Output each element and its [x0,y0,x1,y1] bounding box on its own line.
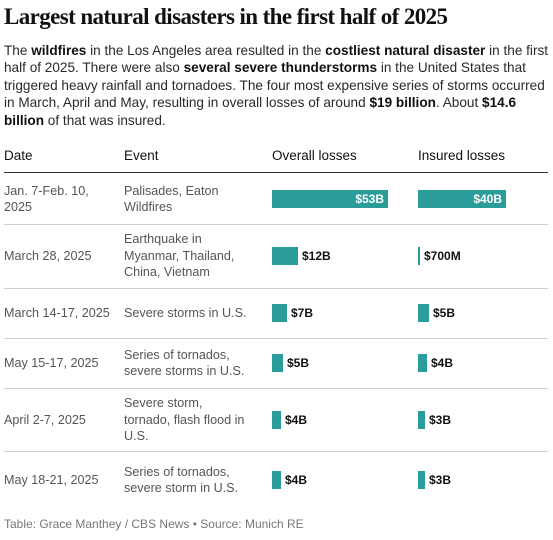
intro-highlight: costliest natural disaster [325,43,486,58]
row-event: Series of tornados, severe storm in U.S. [124,464,239,496]
overall-losses-bar [272,304,287,322]
row-date: May 18-21, 2025 [4,472,99,487]
insured-losses-value-label: $40B [473,192,502,206]
insured-losses-value-label: $3B [429,473,452,487]
overall-losses-bar [272,471,281,489]
intro-segment: of that was insured. [44,112,166,128]
overall-losses-value-label: $12B [302,249,331,263]
overall-losses-value-label: $53B [355,192,384,206]
intro-highlight: wildfires [31,43,87,58]
row-divider [4,388,548,389]
insured-losses-bar [418,304,429,322]
overall-losses-bar [272,247,298,265]
intro-highlight: several severe thunderstorms [183,60,378,76]
overall-losses-value-label: $7B [291,306,314,320]
intro-highlight: $19 billion [369,95,436,111]
row-event: Earthquake in Myanmar, Thailand, China, … [124,232,235,279]
header-overall-losses: Overall losses [272,148,357,163]
header-event: Event [124,148,159,163]
intro-text: The wildfires in the Los Angeles area re… [4,42,549,129]
row-event: Severe storm, tornado, flash flood in U.… [124,396,245,443]
row-date: May 15-17, 2025 [4,355,99,370]
row-date: April 2-7, 2025 [4,412,86,427]
row-date: March 28, 2025 [4,248,92,263]
row-divider [4,288,548,289]
insured-losses-bar [418,354,427,372]
insured-losses-value-label: $4B [431,356,454,370]
overall-losses-value-label: $4B [285,473,308,487]
row-divider [4,224,548,225]
intro-segment: in the United States that triggered heav… [4,60,545,111]
intro-segment: The [4,43,32,58]
row-divider [4,451,548,452]
row-date: March 14-17, 2025 [4,305,110,320]
overall-losses-bar [272,411,281,429]
intro-segment: in the first half of 2025. There were al… [4,43,549,76]
intro-segment: . About [435,95,483,111]
header-date: Date [4,148,33,163]
chart-title: Largest natural disasters in the first h… [4,4,448,29]
header-insured-losses: Insured losses [418,148,506,163]
overall-losses-bar [272,190,388,208]
overall-losses-value-label: $5B [287,356,310,370]
overall-losses-bar [272,354,283,372]
row-date: Jan. 7-Feb. 10, 2025 [4,183,89,215]
row-event: Series of tornados, severe storms in U.S… [124,347,245,379]
row-event: Palisades, Eaton Wildfires [124,183,219,215]
intro-segment: in the Los Angeles area resulted in the [86,43,326,58]
header-rule [4,172,548,173]
overall-losses-value-label: $4B [285,413,308,427]
insured-losses-bar [418,190,506,208]
intro-highlight: $14.6 billion [4,95,517,128]
insured-losses-bar [418,411,425,429]
insured-losses-value-label: $5B [433,306,456,320]
insured-losses-value-label: $700M [424,249,461,263]
insured-losses-bar [418,247,420,265]
insured-losses-bar [418,471,425,489]
source-footer: Table: Grace Manthey / CBS News • Source… [4,517,304,531]
insured-losses-value-label: $3B [429,413,452,427]
row-divider [4,338,548,339]
row-event: Severe storms in U.S. [124,305,247,320]
